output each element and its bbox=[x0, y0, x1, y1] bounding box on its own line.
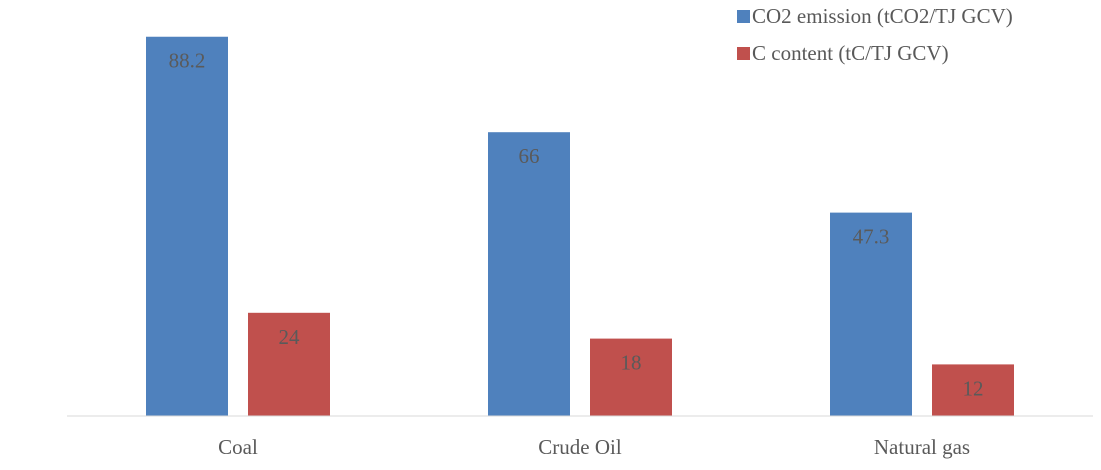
bar-crude-oil-series-1 bbox=[488, 132, 570, 416]
data-label-crude-oil-series-2: 18 bbox=[621, 351, 642, 375]
bar-coal-series-2 bbox=[248, 312, 330, 416]
bar-natural-gas-series-1 bbox=[830, 212, 912, 416]
bars-layer bbox=[146, 36, 1014, 417]
bar-coal-series-1 bbox=[146, 36, 228, 417]
data-label-coal-series-1: 88.2 bbox=[169, 49, 206, 73]
x-tick-natural-gas: Natural gas bbox=[874, 435, 970, 459]
legend-label-series-1: CO2 emission (tCO2/TJ GCV) bbox=[752, 4, 1013, 28]
legend-item-series-1: CO2 emission (tCO2/TJ GCV) bbox=[737, 4, 1013, 28]
data-label-crude-oil-series-1: 66 bbox=[519, 144, 540, 168]
data-label-natural-gas-series-2: 12 bbox=[963, 376, 984, 400]
legend-item-series-2: C content (tC/TJ GCV) bbox=[737, 41, 949, 65]
x-axis-tick-labels: Coal Crude Oil Natural gas bbox=[218, 435, 970, 459]
data-label-coal-series-2: 24 bbox=[279, 325, 301, 349]
bar-crude-oil-series-2 bbox=[590, 338, 672, 416]
x-tick-crude-oil: Crude Oil bbox=[538, 435, 622, 459]
legend-label-series-2: C content (tC/TJ GCV) bbox=[752, 41, 949, 65]
legend-swatch-series-2 bbox=[737, 47, 750, 60]
data-label-natural-gas-series-1: 47.3 bbox=[853, 225, 890, 249]
bar-natural-gas-series-2 bbox=[932, 364, 1014, 416]
legend-swatch-series-1 bbox=[737, 10, 750, 23]
x-tick-coal: Coal bbox=[218, 435, 258, 459]
data-labels-layer: 88.2 24 66 18 47.3 12 bbox=[169, 49, 984, 401]
legend: CO2 emission (tCO2/TJ GCV) C content (tC/… bbox=[737, 4, 1013, 65]
